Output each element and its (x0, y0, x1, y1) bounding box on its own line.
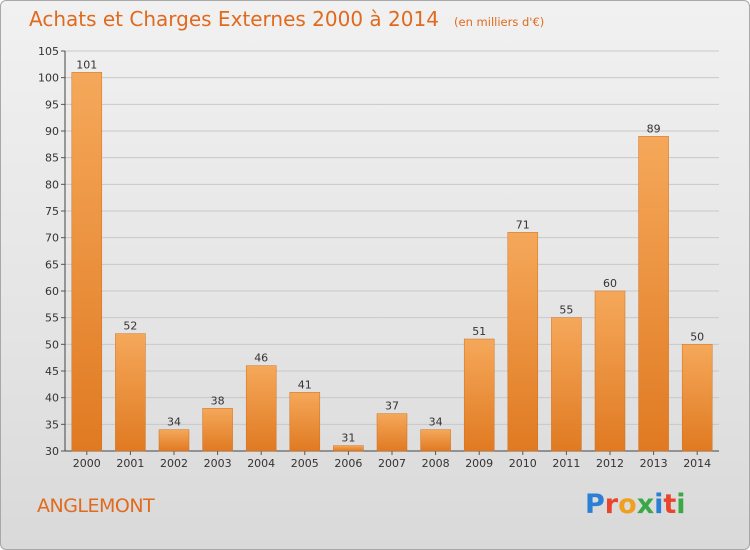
y-tick-label: 60 (45, 285, 59, 298)
x-tick-label-2001: 2001 (116, 457, 144, 470)
bar-2008 (420, 429, 451, 452)
brand-letter: i (676, 489, 686, 520)
value-label-2000: 101 (76, 58, 97, 71)
y-tick-label: 70 (45, 232, 59, 245)
value-label-2007: 37 (385, 400, 399, 413)
value-label-2005: 41 (298, 378, 312, 391)
y-tick-label: 85 (45, 152, 59, 165)
x-tick-label-2004: 2004 (247, 457, 275, 470)
x-tick-label-2009: 2009 (465, 457, 493, 470)
brand-letter: r (604, 489, 619, 520)
bar-2009 (463, 338, 495, 452)
bar-2001 (115, 333, 146, 452)
bar-2004 (245, 365, 277, 452)
bars (71, 72, 713, 452)
y-tick-label: 35 (45, 418, 59, 431)
value-label-2012: 60 (603, 277, 617, 290)
brand-logo: Proxiti (585, 489, 686, 520)
x-tick-label-2012: 2012 (596, 457, 624, 470)
x-tick-label-2002: 2002 (160, 457, 188, 470)
bar-2014 (681, 344, 713, 452)
bar-2005 (289, 392, 321, 452)
y-tick-label: 50 (45, 338, 59, 351)
value-label-2003: 38 (211, 394, 225, 407)
x-tick-label-2005: 2005 (291, 457, 319, 470)
value-label-2011: 55 (559, 304, 573, 317)
value-label-2004: 46 (254, 352, 268, 365)
value-label-2001: 52 (123, 320, 137, 333)
value-label-2009: 51 (472, 325, 486, 338)
x-tick-label-2008: 2008 (422, 457, 450, 470)
bar-2002 (158, 429, 190, 452)
value-label-2002: 34 (167, 416, 181, 429)
bar-2000 (71, 72, 103, 452)
bar-2011 (551, 317, 582, 452)
y-tick-label: 105 (38, 45, 59, 58)
value-label-2010: 71 (516, 218, 530, 231)
x-tick-label-2006: 2006 (334, 457, 362, 470)
x-tick-label-2010: 2010 (509, 457, 537, 470)
bar-2013 (638, 136, 669, 452)
brand-letter: i (654, 489, 664, 520)
labels: 30 35 40 45 50 55 60 65 70 75 80 85 90 95 100 105 101 200… (38, 45, 711, 470)
y-tick-label: 90 (45, 125, 59, 138)
y-tick-label: 40 (45, 392, 59, 405)
y-tick-label: 95 (45, 98, 59, 111)
y-tick-label: 55 (45, 312, 59, 325)
value-label-2014: 50 (690, 330, 704, 343)
bar-2006 (333, 445, 364, 452)
chart-title: Achats et Charges Externes 2000 à 2014 (29, 7, 439, 31)
brand-letter: t (663, 489, 677, 520)
brand-letter: P (585, 489, 605, 520)
x-tick-label-2011: 2011 (552, 457, 580, 470)
value-label-2008: 34 (429, 416, 443, 429)
y-tick-label: 30 (45, 445, 59, 458)
brand-letter: o (618, 489, 637, 520)
bar-2003 (202, 408, 233, 452)
x-tick-label-2013: 2013 (640, 457, 668, 470)
x-tick-label-2014: 2014 (683, 457, 711, 470)
y-tick-label: 100 (38, 72, 59, 85)
y-tick-label: 80 (45, 178, 59, 191)
bar-2012 (594, 290, 626, 452)
x-tick-label-2007: 2007 (378, 457, 406, 470)
title-row: Achats et Charges Externes 2000 à 2014 (… (29, 7, 544, 31)
y-tick-label: 65 (45, 258, 59, 271)
y-tick-label: 45 (45, 365, 59, 378)
x-tick-label-2000: 2000 (73, 457, 101, 470)
value-label-2006: 31 (341, 432, 355, 445)
chart-subtitle: (en milliers d'€) (454, 15, 545, 29)
x-tick-label-2003: 2003 (204, 457, 232, 470)
y-tick-label: 75 (45, 205, 59, 218)
value-label-2013: 89 (647, 122, 661, 135)
bar-2010 (507, 232, 539, 452)
commune-name: ANGLEMONT (37, 495, 155, 517)
brand-letter: x (636, 489, 655, 520)
bar-2007 (376, 413, 408, 452)
